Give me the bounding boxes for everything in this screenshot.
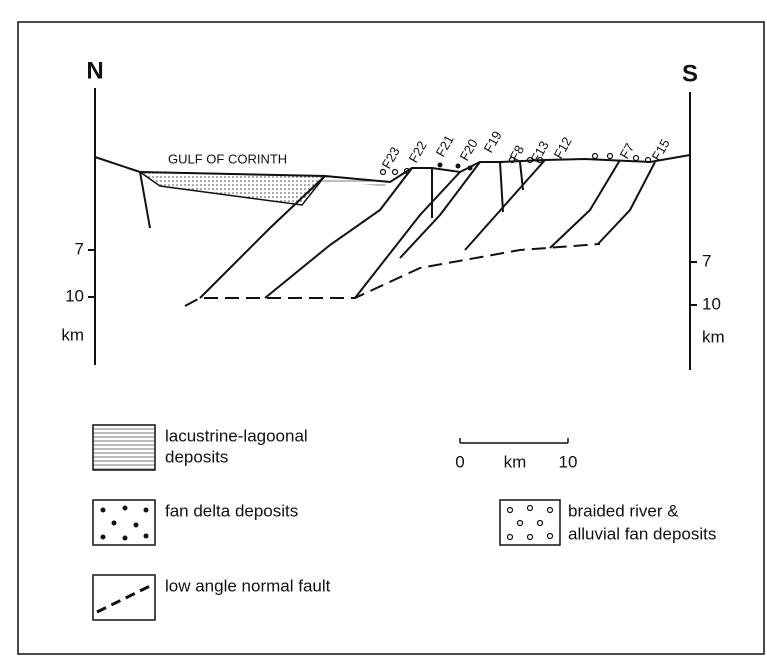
legend-text: deposits [165, 447, 228, 466]
legend-text: low angle normal fault [165, 576, 331, 595]
fault-label: F7 [617, 141, 638, 162]
gulf-label: GULF OF CORINTH [168, 151, 287, 166]
fault-label: F8 [507, 143, 528, 164]
fault [139, 171, 151, 229]
scale-end: 10 [559, 452, 578, 471]
north-label: N [86, 57, 103, 84]
legend-text: lacustrine-lagoonal [165, 426, 308, 445]
legend-swatch [92, 424, 156, 471]
legend-text: braided river & [568, 501, 679, 520]
fault [499, 161, 504, 213]
legend-text: fan delta deposits [165, 501, 298, 520]
fault [354, 171, 461, 299]
scale-start: 0 [455, 452, 464, 471]
scale-unit: km [504, 452, 527, 471]
swatch-dots [100, 505, 149, 541]
fault-label: F23 [379, 144, 403, 171]
lagoonal-deposits [322, 176, 388, 186]
fault-label: F22 [406, 138, 430, 165]
fault [199, 175, 326, 299]
fault [597, 161, 656, 245]
fault-label: F12 [551, 134, 575, 161]
depth-unit: km [61, 325, 84, 344]
depth-tick: 10 [65, 286, 84, 305]
depth-tick: 10 [702, 294, 721, 313]
fault [264, 167, 413, 299]
south-label: S [682, 60, 698, 87]
fault-label: F20 [457, 136, 481, 163]
fault [464, 159, 546, 251]
depth-unit: km [702, 327, 725, 346]
legend-swatch [92, 574, 156, 621]
gulf-sediments [137, 171, 327, 206]
swatch-dash [96, 583, 153, 614]
swatch-circles [506, 504, 554, 541]
detachment [184, 243, 601, 307]
fault [549, 159, 621, 249]
fan-delta-deposits [437, 162, 473, 171]
frame [17, 21, 765, 655]
depth-tick: 7 [75, 239, 84, 258]
fault-label: F21 [433, 132, 457, 159]
legend-text: alluvial fan deposits [568, 524, 716, 543]
fault-label: F19 [481, 128, 505, 155]
river-deposits [379, 152, 652, 176]
fault [399, 161, 481, 259]
depth-tick: 7 [702, 251, 711, 270]
